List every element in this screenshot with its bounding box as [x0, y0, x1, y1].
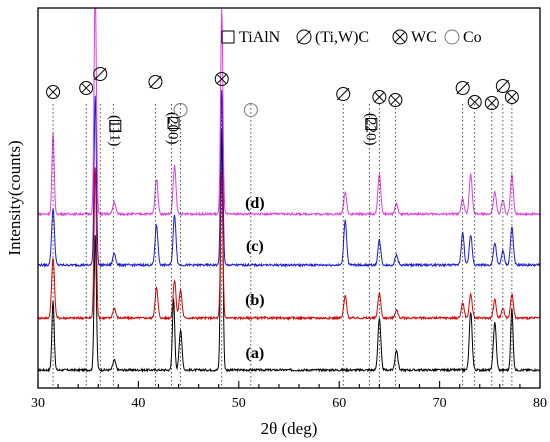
x-tick-label: 70 — [433, 396, 447, 411]
slash-shape — [149, 75, 162, 89]
slash-shape — [456, 81, 469, 95]
miller-index-label: (200) — [165, 112, 181, 145]
cross-shape — [216, 74, 227, 84]
circle-shape — [467, 95, 482, 109]
xrd-trace — [37, 129, 541, 373]
circle-shape — [214, 72, 229, 86]
slashed-circle-symbol — [93, 67, 108, 81]
square-symbol — [221, 30, 235, 44]
x-tick-label: 30 — [31, 396, 45, 411]
circle-shape — [296, 29, 312, 45]
cross-shape — [487, 98, 497, 108]
trace-label: (b) — [245, 292, 265, 309]
x-tick-label: 80 — [533, 396, 547, 411]
cross-shape — [374, 92, 385, 102]
crossed-circle-symbol — [372, 90, 387, 104]
x-tick-label: 40 — [131, 396, 145, 411]
circle-shape — [392, 29, 408, 45]
trace-label: (a) — [246, 345, 265, 362]
cross-shape — [390, 95, 401, 105]
cross-shape — [394, 31, 406, 43]
crossed-circle-symbol — [392, 29, 408, 45]
slashed-circle-symbol — [148, 75, 163, 89]
cross-shape — [469, 97, 480, 107]
open-circle-symbol — [173, 103, 188, 117]
trace-label: (d) — [245, 195, 265, 212]
x-axis: 30 40 50 60 70 80 — [31, 381, 547, 411]
square-symbol — [109, 120, 122, 132]
miller-index-label: (111) — [106, 115, 122, 146]
peak-marker-group: (111) (200) (220) — [46, 67, 519, 388]
circle-shape — [504, 90, 519, 104]
open-circle-symbol — [444, 29, 460, 45]
circle-shape — [243, 103, 258, 117]
circle-shape — [484, 96, 499, 110]
square-shape — [221, 30, 235, 44]
crossed-circle-symbol — [484, 96, 499, 110]
slashed-circle-symbol — [455, 81, 470, 95]
miller-index-label: (220) — [362, 113, 378, 146]
square-shape — [109, 120, 122, 132]
xrd-trace — [37, 89, 541, 269]
legend: TiAlN (Ti,W)C WC Co — [221, 29, 482, 46]
circle-shape — [148, 75, 163, 89]
legend-entry-label: Co — [463, 29, 482, 46]
circle-shape — [173, 103, 188, 117]
circle-shape — [495, 79, 510, 93]
legend-entry-label: WC — [411, 29, 437, 46]
crossed-circle-symbol — [504, 90, 519, 104]
cross-shape — [48, 87, 58, 97]
cross-shape — [507, 92, 517, 102]
legend-entry-label: TiAlN — [239, 29, 281, 46]
trace-label: (c) — [246, 238, 264, 255]
open-circle-symbol — [243, 103, 258, 117]
crossed-circle-symbol — [388, 93, 403, 107]
slash-shape — [297, 30, 311, 44]
circle-shape — [444, 29, 460, 45]
x-tick-label: 60 — [332, 396, 346, 411]
slashed-circle-symbol — [336, 87, 351, 101]
x-tick-label: 50 — [232, 396, 246, 411]
circle-shape — [79, 81, 94, 95]
x-axis-title: 2θ (deg) — [261, 419, 318, 438]
circle-shape — [93, 67, 108, 81]
circle-shape — [455, 81, 470, 95]
square-shape — [365, 118, 378, 130]
slashed-circle-symbol — [495, 79, 510, 93]
crossed-circle-symbol — [214, 72, 229, 86]
crossed-circle-symbol — [79, 81, 94, 95]
xrd-trace — [37, 8, 541, 218]
trace-group — [37, 8, 541, 373]
circle-shape — [372, 90, 387, 104]
crossed-circle-symbol — [467, 95, 482, 109]
slash-shape — [496, 79, 510, 93]
square-symbol — [167, 117, 180, 129]
slashed-circle-symbol — [296, 29, 312, 45]
circle-shape — [388, 93, 403, 107]
slash-shape — [337, 87, 350, 101]
xrd-trace — [37, 167, 541, 322]
trace-label-group: (a) (b) (c) (d) — [245, 195, 265, 362]
y-axis-title: Intensity(counts) — [5, 140, 24, 255]
square-shape — [167, 117, 180, 129]
crossed-circle-symbol — [46, 85, 61, 99]
circle-shape — [46, 85, 61, 99]
cross-shape — [81, 83, 91, 93]
legend-entry-label: (Ti,W)C — [315, 29, 369, 46]
slash-shape — [94, 67, 107, 81]
circle-shape — [336, 87, 351, 101]
square-symbol — [365, 118, 378, 130]
plot-frame — [37, 7, 541, 389]
